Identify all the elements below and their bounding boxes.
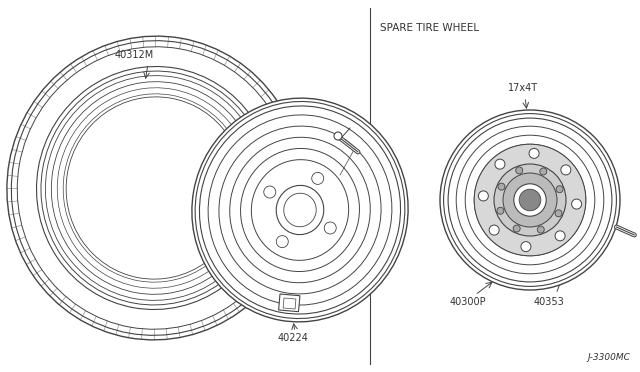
Circle shape: [489, 225, 499, 235]
Circle shape: [540, 168, 547, 175]
Circle shape: [440, 110, 620, 290]
Circle shape: [514, 184, 546, 216]
Circle shape: [537, 226, 544, 233]
Circle shape: [529, 148, 539, 158]
Text: 40312M: 40312M: [115, 50, 154, 60]
Circle shape: [474, 144, 586, 256]
Circle shape: [555, 231, 565, 241]
Text: SPARE TIRE WHEEL: SPARE TIRE WHEEL: [380, 23, 479, 33]
Circle shape: [555, 210, 562, 217]
Circle shape: [516, 167, 523, 174]
Text: 40224: 40224: [278, 333, 309, 343]
Bar: [283, 298, 296, 309]
Circle shape: [334, 132, 342, 140]
Ellipse shape: [192, 98, 408, 322]
Circle shape: [513, 225, 520, 232]
Circle shape: [561, 165, 571, 175]
Text: J-3300MC: J-3300MC: [587, 353, 630, 362]
Circle shape: [264, 186, 276, 198]
Circle shape: [503, 173, 557, 227]
Circle shape: [497, 207, 504, 214]
Circle shape: [478, 191, 488, 201]
Text: 40353: 40353: [534, 297, 564, 307]
Circle shape: [324, 222, 336, 234]
Text: 17x4T: 17x4T: [508, 83, 538, 93]
Circle shape: [519, 189, 541, 211]
Text: 40300P: 40300P: [228, 163, 264, 173]
Circle shape: [494, 164, 566, 236]
Circle shape: [498, 183, 505, 190]
Circle shape: [572, 199, 582, 209]
Text: 40311: 40311: [330, 117, 360, 127]
Ellipse shape: [66, 97, 244, 279]
Circle shape: [495, 159, 505, 169]
Circle shape: [556, 186, 563, 193]
Circle shape: [276, 235, 288, 248]
Circle shape: [312, 172, 324, 185]
Bar: [278, 294, 300, 312]
Circle shape: [521, 242, 531, 251]
Text: 40300P: 40300P: [450, 297, 486, 307]
